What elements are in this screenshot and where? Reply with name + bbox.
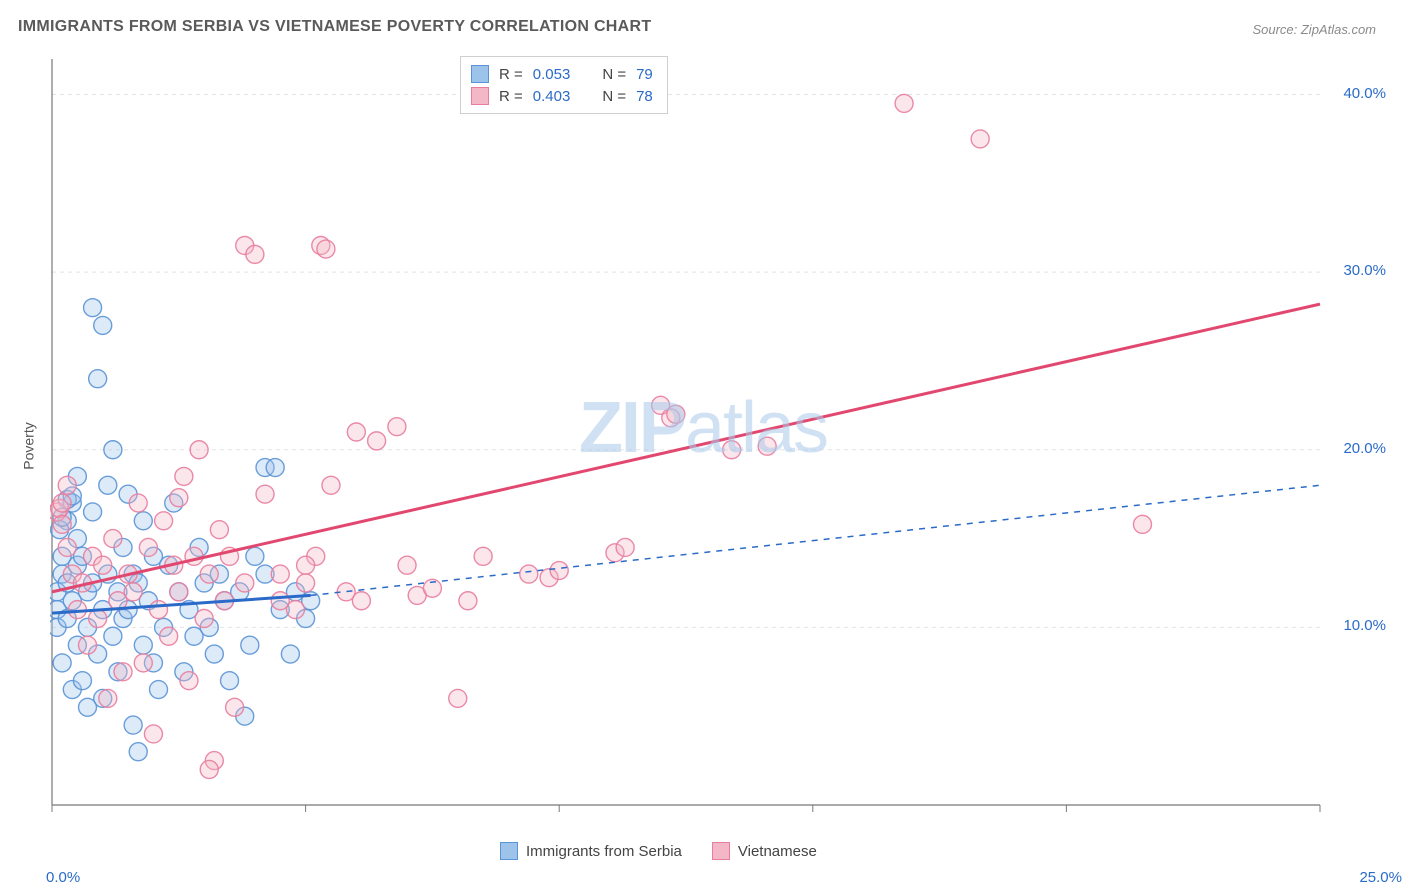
series-legend-label: Immigrants from Serbia bbox=[526, 843, 682, 860]
x-tick-max: 25.0% bbox=[1359, 869, 1402, 886]
legend-swatch bbox=[471, 87, 489, 105]
legend-swatch bbox=[500, 842, 518, 860]
correlation-legend-row: R = 0.053 N = 79 bbox=[471, 63, 653, 85]
series-legend-item: Vietnamese bbox=[712, 842, 817, 860]
series-legend-label: Vietnamese bbox=[738, 843, 817, 860]
series-legend-item: Immigrants from Serbia bbox=[500, 842, 682, 860]
correlation-legend: R = 0.053 N = 79 R = 0.403 N = 78 bbox=[460, 56, 668, 114]
y-tick-label: 30.0% bbox=[1343, 262, 1386, 279]
y-tick-label: 20.0% bbox=[1343, 440, 1386, 457]
correlation-legend-row: R = 0.403 N = 78 bbox=[471, 85, 653, 107]
legend-swatch bbox=[471, 65, 489, 83]
legend-n-value: 78 bbox=[636, 88, 653, 105]
legend-r-value: 0.053 bbox=[533, 66, 571, 83]
chart-plot-area bbox=[50, 55, 1380, 835]
legend-swatch bbox=[712, 842, 730, 860]
source-attribution: Source: ZipAtlas.com bbox=[1252, 22, 1376, 37]
legend-n-value: 79 bbox=[636, 66, 653, 83]
y-tick-label: 10.0% bbox=[1343, 617, 1386, 634]
chart-title: IMMIGRANTS FROM SERBIA VS VIETNAMESE POV… bbox=[18, 18, 651, 36]
legend-r-value: 0.403 bbox=[533, 88, 571, 105]
y-tick-label: 40.0% bbox=[1343, 85, 1386, 102]
legend-n-label: N = bbox=[602, 88, 626, 105]
y-axis-label: Poverty bbox=[21, 422, 37, 469]
legend-r-label: R = bbox=[499, 66, 523, 83]
x-tick-min: 0.0% bbox=[46, 869, 80, 886]
series-legend: Immigrants from Serbia Vietnamese bbox=[500, 842, 817, 860]
legend-r-label: R = bbox=[499, 88, 523, 105]
legend-n-label: N = bbox=[602, 66, 626, 83]
chart-svg bbox=[50, 55, 1380, 835]
